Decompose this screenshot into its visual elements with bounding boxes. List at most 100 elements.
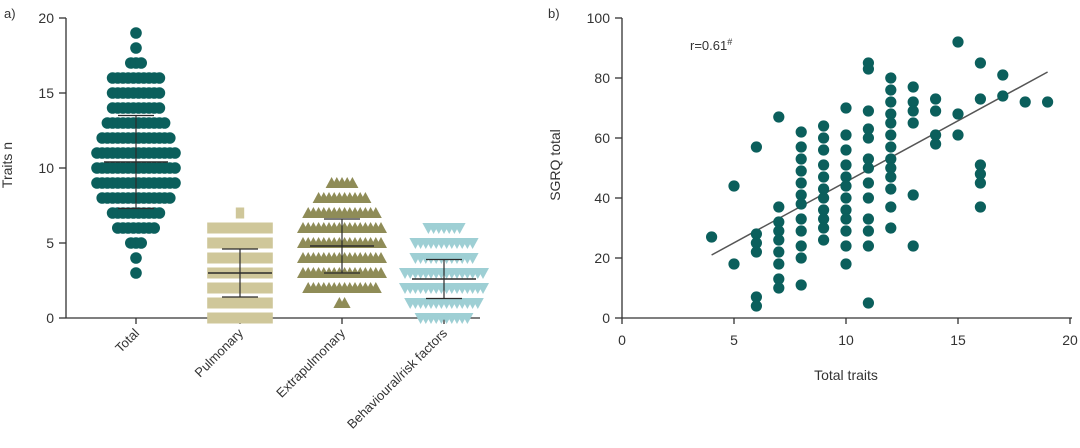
panel-a-point bbox=[254, 282, 263, 294]
panel-a-point bbox=[153, 207, 166, 219]
panel-b-point bbox=[907, 81, 919, 93]
panel-b-point bbox=[885, 117, 897, 129]
panel-a-point bbox=[228, 297, 237, 309]
panel-b-regression-line bbox=[711, 71, 1048, 256]
panel-b-point bbox=[907, 117, 919, 129]
panel-b-point bbox=[795, 198, 807, 210]
panel-a-x-tick-label: Pulmonary bbox=[192, 325, 247, 380]
panel-a-point bbox=[477, 268, 489, 279]
panel-a-point bbox=[233, 312, 242, 324]
panel-b-point bbox=[974, 93, 987, 105]
panel-a-point bbox=[207, 222, 216, 234]
panel-a-point bbox=[153, 87, 166, 99]
panel-a-point bbox=[477, 283, 489, 294]
panel-b-point bbox=[818, 171, 830, 183]
panel-b-point bbox=[840, 171, 852, 183]
panel-b-point bbox=[795, 213, 807, 225]
panel-b-point bbox=[840, 225, 852, 237]
panel-b-point bbox=[907, 105, 919, 117]
panel-a-label: a) bbox=[4, 6, 16, 21]
panel-a-y-tick-label: 15 bbox=[38, 85, 54, 101]
panel-a-y-axis-label: Traits n bbox=[0, 142, 15, 188]
panel-a-point bbox=[233, 237, 242, 249]
panel-a-errorbar bbox=[104, 114, 168, 210]
panel-b-y-tick-label: 20 bbox=[594, 250, 610, 266]
panel-a-point bbox=[207, 252, 216, 264]
panel-a-point bbox=[222, 252, 232, 264]
panel-a-point bbox=[217, 312, 226, 324]
panel-a-point bbox=[243, 222, 252, 234]
panel-b-y-tick-label: 100 bbox=[587, 10, 611, 26]
panel-a-point bbox=[243, 312, 252, 324]
panel-a-point bbox=[375, 222, 387, 233]
panel-a-point bbox=[248, 282, 258, 294]
panel-b-point bbox=[750, 300, 763, 312]
panel-a-point bbox=[233, 222, 242, 234]
panel-a-point bbox=[217, 297, 226, 309]
panel-b-point bbox=[930, 105, 942, 117]
panel-b-point bbox=[862, 225, 875, 237]
panel-b-y-tick-label: 80 bbox=[594, 70, 610, 86]
panel-a-point bbox=[369, 207, 382, 218]
panel-a-point bbox=[153, 102, 166, 114]
panel-a-point bbox=[169, 147, 181, 159]
panel-a-point bbox=[248, 312, 258, 324]
panel-a-y-tick-label: 10 bbox=[38, 160, 54, 176]
panel-a-point bbox=[207, 282, 216, 294]
panel-a-point bbox=[243, 252, 252, 264]
panel-b-point bbox=[952, 108, 964, 120]
panel-a-point bbox=[243, 237, 252, 249]
panel-a-point bbox=[217, 237, 226, 249]
panel-b-point bbox=[885, 171, 897, 183]
panel-b-annotation: r=0.61# bbox=[690, 37, 732, 53]
panel-b-point bbox=[862, 123, 875, 135]
panel-a-point bbox=[212, 312, 221, 324]
panel-b-point bbox=[862, 297, 875, 309]
panel-b-point bbox=[706, 231, 718, 243]
panel-b-point bbox=[885, 201, 897, 213]
panel-a-point bbox=[259, 252, 268, 264]
panel-a-point bbox=[461, 313, 474, 324]
panel-a-point bbox=[130, 42, 142, 54]
panel-b-point bbox=[930, 93, 942, 105]
panel-a-point bbox=[169, 177, 181, 189]
panel-a-y-tick-label: 20 bbox=[38, 10, 54, 26]
panel-b-point bbox=[818, 159, 830, 171]
panel-b-point bbox=[862, 177, 875, 189]
panel-b-point bbox=[862, 132, 875, 144]
panel-b-point bbox=[840, 192, 852, 204]
panel-a-point bbox=[222, 237, 232, 249]
panel-b-point bbox=[818, 192, 830, 204]
panel-b-point bbox=[818, 144, 830, 156]
panel-a-point bbox=[248, 297, 258, 309]
panel-a-errorbar bbox=[310, 218, 374, 274]
panel-a: a) Traits n 0 5 10 15 20 Total Pulmonary Extra… bbox=[0, 6, 489, 432]
panel-b-point bbox=[795, 279, 807, 291]
panel-b-point bbox=[885, 141, 897, 153]
panel-b-point bbox=[885, 222, 897, 234]
panel-b-x-tick-label: 15 bbox=[950, 332, 966, 348]
panel-a-point bbox=[233, 297, 242, 309]
panel-a-point bbox=[212, 252, 221, 264]
panel-a-x-tick-label: Behavioural/risk factors bbox=[344, 325, 450, 431]
panel-a-point bbox=[238, 312, 247, 324]
panel-b-point bbox=[1042, 96, 1054, 108]
panel-b-point bbox=[974, 159, 987, 171]
panel-b-point bbox=[930, 138, 942, 150]
panel-a-point bbox=[235, 207, 245, 219]
panel-b-point bbox=[840, 258, 852, 270]
panel-b-point bbox=[795, 225, 807, 237]
panel-a-point bbox=[233, 252, 242, 264]
panel-a-point bbox=[158, 117, 171, 129]
panel-a-point bbox=[248, 237, 258, 249]
panel-b-point bbox=[907, 189, 919, 201]
panel-a-point bbox=[238, 297, 247, 309]
panel-a-point bbox=[264, 282, 273, 294]
panel-b-y-tick-label: 40 bbox=[594, 190, 610, 206]
panel-b-y-tick-label: 0 bbox=[602, 310, 610, 326]
panel-a-point bbox=[212, 282, 221, 294]
panel-b-point bbox=[795, 252, 807, 264]
panel-b: b) SGRQ total Total traits 020406080100 … bbox=[547, 6, 1078, 383]
panel-b-point bbox=[728, 180, 740, 192]
panel-a-point bbox=[254, 252, 263, 264]
